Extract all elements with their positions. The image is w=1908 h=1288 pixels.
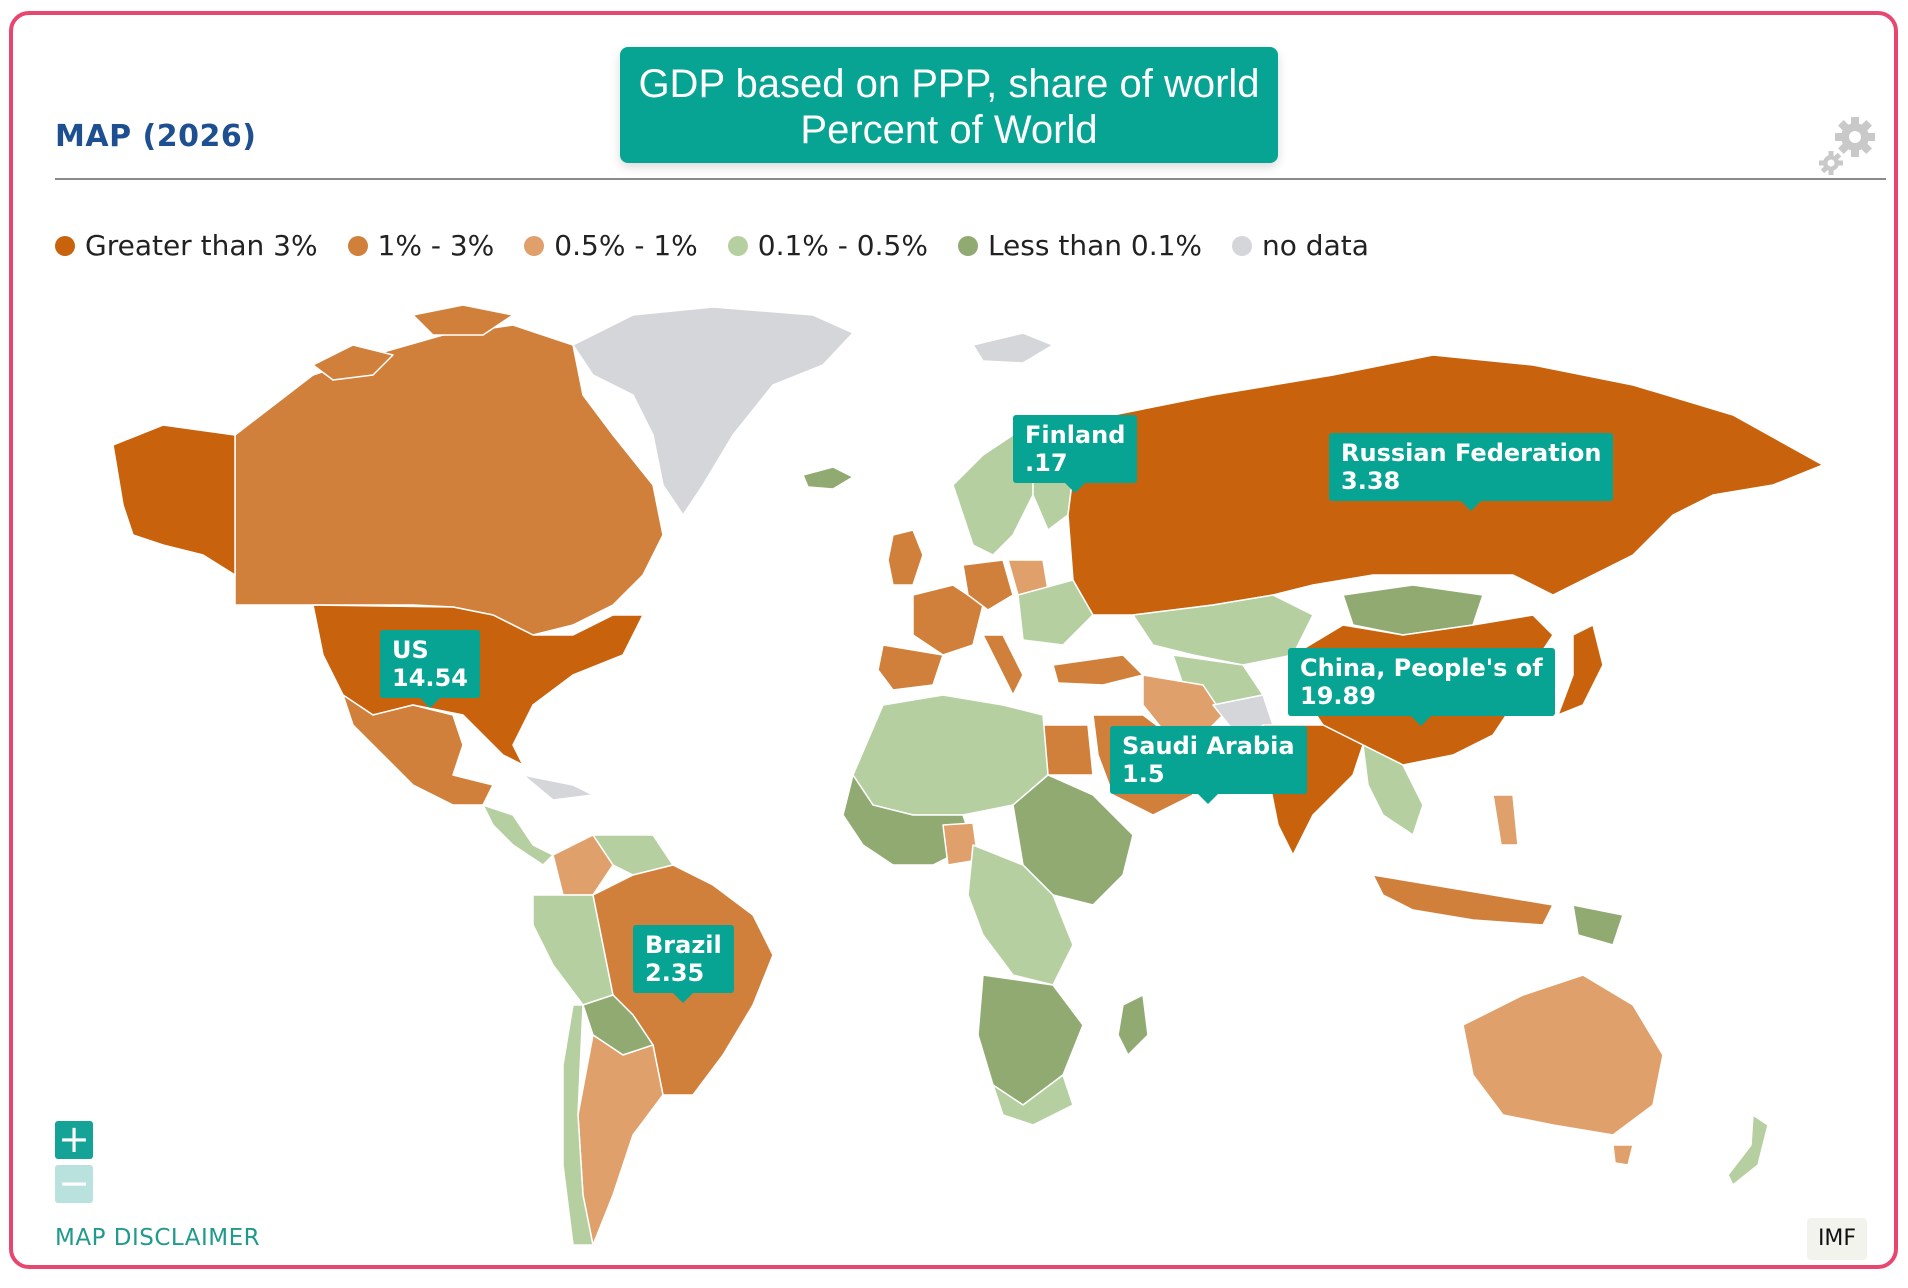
callout-country: Russian Federation <box>1341 439 1602 467</box>
indicator-title: GDP based on PPP, share of world <box>638 62 1260 106</box>
legend-swatch <box>524 235 545 256</box>
callout-value: 19.89 <box>1300 682 1376 710</box>
region-alaska <box>112 424 236 576</box>
legend-item-no-data[interactable]: no data <box>1232 229 1369 262</box>
region-tasmania <box>1612 1144 1634 1166</box>
legend-item-0-5-1[interactable]: 0.5% - 1% <box>524 229 698 262</box>
region-greenland <box>572 306 854 516</box>
region-png <box>1572 904 1624 946</box>
region-eastern-europe <box>1017 579 1094 646</box>
region-canada-islands <box>312 344 394 381</box>
settings-gear-icon[interactable] <box>1813 109 1885 181</box>
region-central-america <box>482 804 554 866</box>
callout-country: Brazil <box>645 931 722 959</box>
legend-swatch <box>347 235 368 256</box>
legend-item-greater-than-3[interactable]: Greater than 3% <box>55 229 318 262</box>
region-philippines <box>1492 794 1519 846</box>
callout-us[interactable]: US 14.54 <box>380 630 480 708</box>
map-title: MAP (2026) <box>55 119 257 154</box>
legend-label: Less than 0.1% <box>987 229 1203 262</box>
region-indonesia <box>1372 874 1554 926</box>
region-south-africa <box>992 1074 1074 1126</box>
region-germany <box>962 559 1014 611</box>
indicator-unit: Percent of World <box>800 108 1098 152</box>
region-france <box>912 584 984 656</box>
region-argentina <box>577 1034 664 1246</box>
region-spain <box>877 644 944 691</box>
legend-label: 0.5% - 1% <box>554 229 698 262</box>
legend: Greater than 3% 1% - 3% 0.5% - 1% 0.1% -… <box>55 229 1399 262</box>
region-colombia <box>552 834 614 896</box>
callout-value: 2.35 <box>645 959 705 987</box>
legend-label: no data <box>1262 229 1369 262</box>
callout-country: China, People's of <box>1300 654 1543 682</box>
region-australia <box>1462 974 1664 1136</box>
region-new-zealand <box>1727 1114 1769 1186</box>
callout-russia[interactable]: Russian Federation 3.38 <box>1329 433 1614 511</box>
legend-label: 0.1% - 0.5% <box>757 229 928 262</box>
region-chile <box>562 1004 594 1246</box>
region-madagascar <box>1117 994 1149 1056</box>
callout-value: 14.54 <box>392 664 468 692</box>
legend-item-less-than-0-1[interactable]: Less than 0.1% <box>957 229 1203 262</box>
callout-country: Saudi Arabia <box>1122 732 1295 760</box>
header-divider <box>55 178 1886 180</box>
region-canada-islands-2 <box>412 304 514 336</box>
region-mexico <box>342 694 494 806</box>
region-egypt <box>1042 724 1094 776</box>
callout-country: Finland <box>1025 421 1126 449</box>
legend-swatch <box>957 235 978 256</box>
legend-item-0-1-0-5[interactable]: 0.1% - 0.5% <box>727 229 928 262</box>
callout-saudi-arabia[interactable]: Saudi Arabia 1.5 <box>1110 726 1307 804</box>
callout-value: 1.5 <box>1122 760 1165 788</box>
region-svalbard <box>972 332 1054 364</box>
map-disclaimer-link[interactable]: MAP DISCLAIMER <box>55 1225 261 1251</box>
callout-value: 3.38 <box>1341 467 1401 495</box>
callout-value: .17 <box>1025 449 1068 477</box>
zoom-out-button[interactable]: − <box>55 1164 93 1203</box>
region-southeast-asia <box>1362 744 1424 836</box>
region-caribbean <box>522 774 594 801</box>
zoom-in-button[interactable]: + <box>55 1120 93 1159</box>
callout-brazil[interactable]: Brazil 2.35 <box>633 925 734 1003</box>
legend-swatch <box>1232 235 1253 256</box>
legend-swatch <box>727 235 748 256</box>
region-italy <box>982 634 1024 696</box>
legend-item-1-3[interactable]: 1% - 3% <box>347 229 495 262</box>
region-turkey <box>1052 654 1144 686</box>
callout-country: US <box>392 636 429 664</box>
region-north-africa <box>852 694 1049 816</box>
region-uk <box>887 529 924 586</box>
indicator-title-box: GDP based on PPP, share of world Percent… <box>620 47 1278 163</box>
legend-swatch <box>55 235 75 256</box>
region-japan <box>1557 624 1604 716</box>
imf-badge: IMF <box>1807 1218 1867 1260</box>
callout-china[interactable]: China, People's of 19.89 <box>1288 648 1555 726</box>
world-map[interactable] <box>13 15 1894 1265</box>
legend-label: Greater than 3% <box>85 229 318 262</box>
callout-finland[interactable]: Finland .17 <box>1013 415 1138 493</box>
region-iceland <box>802 466 854 490</box>
map-panel: MAP (2026) GDP based on PPP, share of wo… <box>9 11 1898 1269</box>
legend-label: 1% - 3% <box>377 229 495 262</box>
